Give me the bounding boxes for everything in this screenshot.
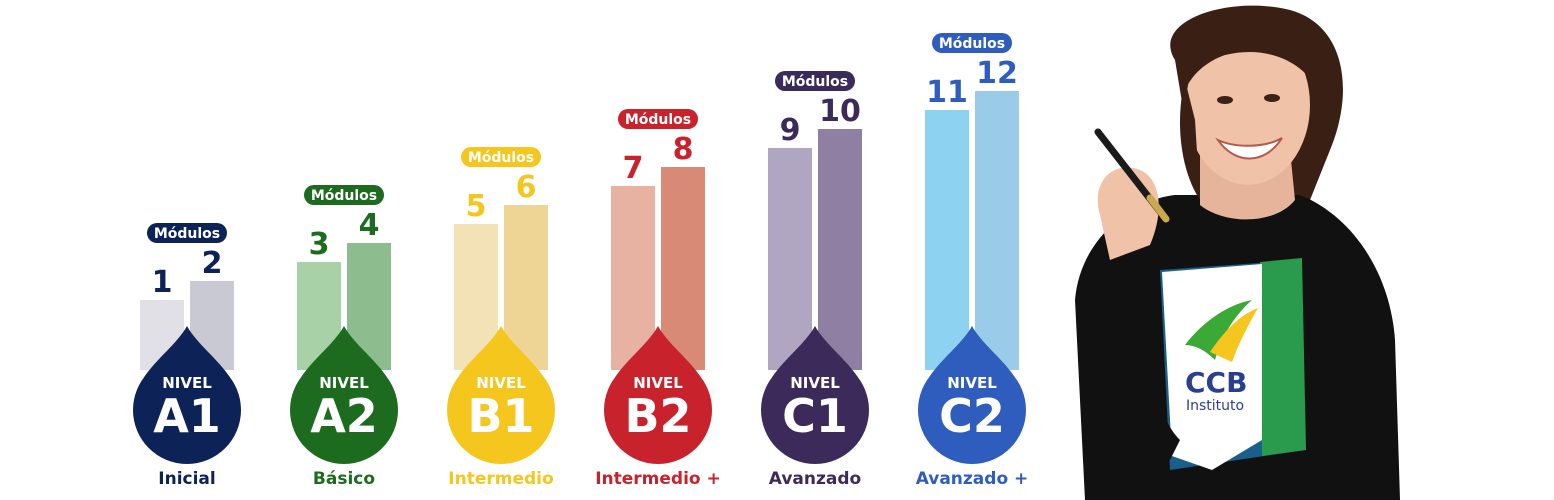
level-badge bbox=[447, 356, 555, 464]
level-code: A2 bbox=[310, 389, 378, 443]
module-bar bbox=[975, 91, 1019, 370]
modules-badge-label: Módulos bbox=[939, 36, 1005, 52]
module-bar bbox=[768, 148, 812, 370]
level-name: Inicial bbox=[158, 469, 215, 489]
modules-badge bbox=[618, 109, 698, 129]
level-nivel-label: NIVEL bbox=[319, 374, 369, 392]
module-number: 12 bbox=[976, 56, 1018, 91]
module-number: 3 bbox=[309, 227, 330, 262]
logo-subtext: Instituto bbox=[1186, 398, 1244, 414]
modules-badge-label: Módulos bbox=[468, 150, 534, 166]
level-name: Avanzado + bbox=[916, 469, 1029, 489]
module-number: 5 bbox=[466, 189, 487, 224]
level-code: B2 bbox=[624, 389, 691, 443]
level-name: Intermedio + bbox=[595, 469, 721, 489]
level-name: Intermedio bbox=[448, 469, 553, 489]
level-code: B1 bbox=[467, 389, 534, 443]
module-bar bbox=[661, 167, 705, 370]
modules-badge bbox=[932, 33, 1012, 53]
modules-badge-label: Módulos bbox=[311, 188, 377, 204]
level-badge bbox=[761, 356, 869, 464]
module-number: 6 bbox=[516, 170, 537, 205]
level-code: A1 bbox=[153, 389, 221, 443]
book: CCB Instituto bbox=[1160, 258, 1306, 470]
modules-badge-label: Módulos bbox=[154, 226, 220, 242]
level-nivel-label: NIVEL bbox=[476, 374, 526, 392]
modules-badge bbox=[775, 71, 855, 91]
level-code: C2 bbox=[939, 389, 1005, 443]
person-illustration: CCB Instituto bbox=[1075, 5, 1400, 500]
module-number: 2 bbox=[202, 246, 223, 281]
level-name: Básico bbox=[313, 469, 375, 489]
level-nivel-label: NIVEL bbox=[947, 374, 997, 392]
logo-text: CCB bbox=[1185, 366, 1247, 399]
levels-group: 12MódulosNIVELA1Inicial34MódulosNIVELA2B… bbox=[133, 33, 1028, 489]
level-badge bbox=[604, 356, 712, 464]
level-nivel-label: NIVEL bbox=[790, 374, 840, 392]
module-number: 9 bbox=[780, 113, 801, 148]
module-number: 4 bbox=[359, 208, 380, 243]
module-number: 11 bbox=[926, 75, 968, 110]
module-number: 8 bbox=[673, 132, 694, 167]
level-nivel-label: NIVEL bbox=[162, 374, 212, 392]
level-code: C1 bbox=[782, 389, 848, 443]
level-name: Avanzado bbox=[769, 469, 861, 489]
module-bar bbox=[611, 186, 655, 370]
modules-badge bbox=[304, 185, 384, 205]
modules-badge bbox=[461, 147, 541, 167]
module-number: 1 bbox=[152, 265, 173, 300]
level-badge bbox=[133, 356, 241, 464]
level-nivel-label: NIVEL bbox=[633, 374, 683, 392]
module-bar bbox=[925, 110, 969, 370]
modules-badge-label: Módulos bbox=[625, 112, 691, 128]
module-number: 10 bbox=[819, 94, 861, 129]
level-badge bbox=[290, 356, 398, 464]
modules-badge bbox=[147, 223, 227, 243]
level-badge bbox=[918, 356, 1026, 464]
modules-badge-label: Módulos bbox=[782, 74, 848, 90]
module-bar bbox=[818, 129, 862, 370]
module-number: 7 bbox=[623, 151, 644, 186]
